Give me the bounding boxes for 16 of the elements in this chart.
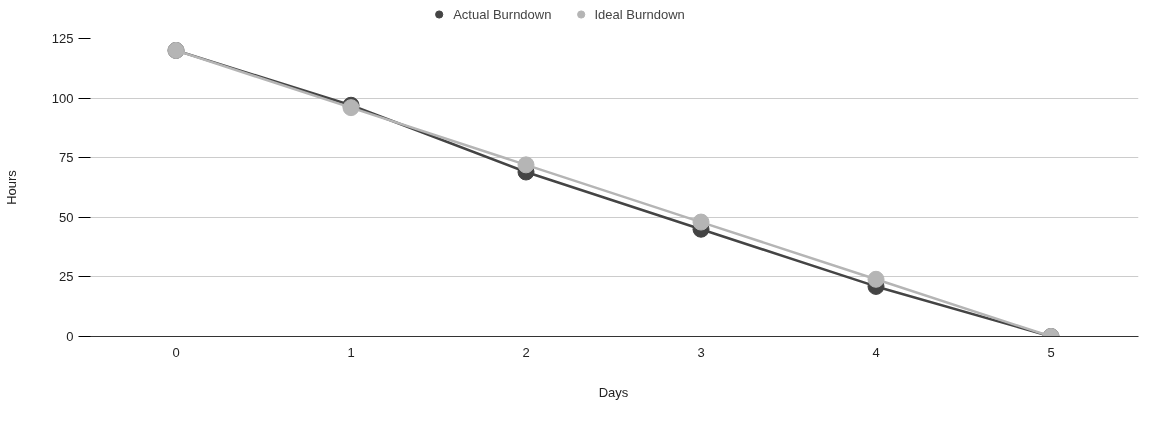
x-tick-label: 3 — [697, 344, 705, 360]
x-tick-label: 5 — [1047, 344, 1055, 360]
y-tick-label: 50 — [59, 209, 74, 225]
y-tick-label: 25 — [59, 269, 74, 285]
y-tick-label: 125 — [51, 31, 74, 46]
y-tick-label: 75 — [59, 150, 74, 166]
x-tick-label: 2 — [522, 344, 530, 360]
y-tick-label: 0 — [66, 329, 74, 344]
x-tick-label: 1 — [347, 344, 355, 360]
legend-label: Actual Burndown — [453, 6, 552, 22]
x-tick-label: 0 — [172, 344, 180, 360]
x-tick-label: 4 — [872, 344, 880, 360]
y-tick-label: 100 — [51, 90, 74, 106]
legend-label: Ideal Burndown — [594, 6, 685, 22]
x-axis-title: Days — [598, 384, 629, 400]
y-axis-title: Hours — [3, 169, 19, 205]
